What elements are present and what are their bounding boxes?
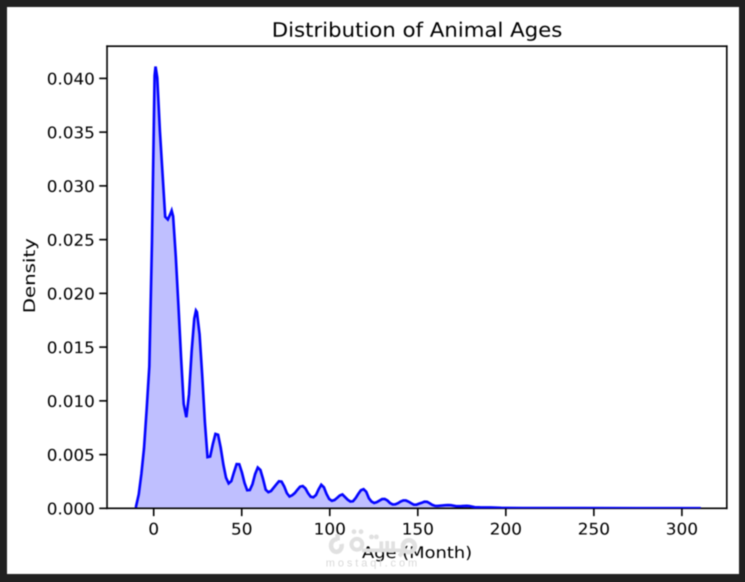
svg-text:mostaql.com: mostaql.com <box>326 558 420 570</box>
